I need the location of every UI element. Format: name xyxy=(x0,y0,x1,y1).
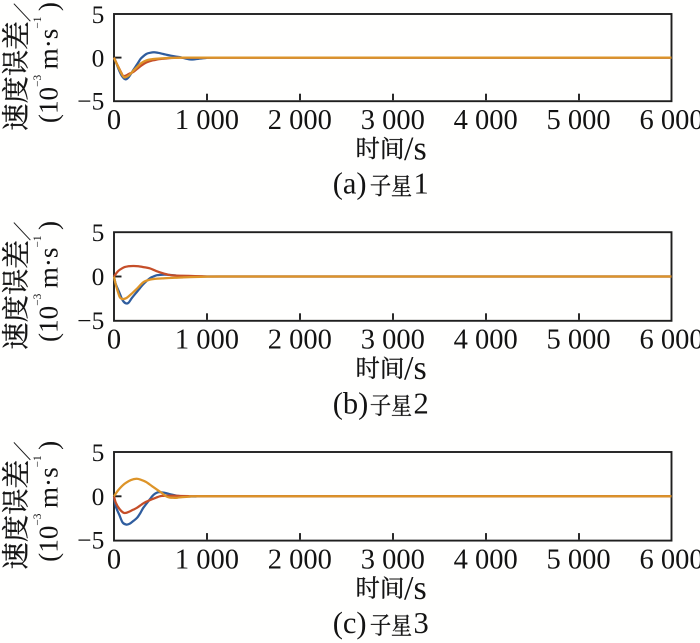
svg-text:(a): (a) xyxy=(333,167,367,201)
svg-text:2: 2 xyxy=(414,386,429,420)
svg-text:/s: /s xyxy=(404,570,427,607)
svg-text:4 000: 4 000 xyxy=(454,325,518,356)
svg-text:(b): (b) xyxy=(333,386,369,420)
svg-text:0: 0 xyxy=(107,325,121,356)
svg-text:(10−3 m·s−1 ): (10−3 m·s−1 ) xyxy=(32,221,64,342)
svg-text:0: 0 xyxy=(92,263,105,291)
svg-text:6 000: 6 000 xyxy=(639,544,700,575)
svg-text:−5: −5 xyxy=(77,87,104,115)
svg-text:3 000: 3 000 xyxy=(361,544,425,575)
svg-text:1 000: 1 000 xyxy=(175,544,239,575)
svg-text:6 000: 6 000 xyxy=(639,325,700,356)
svg-text:1 000: 1 000 xyxy=(175,325,239,356)
svg-text:/s: /s xyxy=(404,130,427,167)
svg-text:5: 5 xyxy=(92,439,105,467)
svg-text:5: 5 xyxy=(92,219,105,247)
svg-text:(c): (c) xyxy=(333,606,367,640)
svg-text:1: 1 xyxy=(414,167,429,201)
svg-text:3: 3 xyxy=(414,606,429,640)
svg-text:5 000: 5 000 xyxy=(547,325,611,356)
svg-text:2 000: 2 000 xyxy=(268,105,332,136)
svg-text:0: 0 xyxy=(92,483,105,511)
svg-text:1 000: 1 000 xyxy=(175,105,239,136)
svg-text:−5: −5 xyxy=(77,307,104,335)
svg-text:0: 0 xyxy=(92,44,105,72)
svg-text:5: 5 xyxy=(92,1,105,29)
svg-text:(10−3 m·s−1 ): (10−3 m·s−1 ) xyxy=(32,2,64,123)
svg-text:2 000: 2 000 xyxy=(268,325,332,356)
svg-text:2 000: 2 000 xyxy=(268,544,332,575)
svg-text:4 000: 4 000 xyxy=(454,544,518,575)
svg-text:0: 0 xyxy=(107,544,121,575)
svg-text:5 000: 5 000 xyxy=(547,105,611,136)
svg-text:5 000: 5 000 xyxy=(547,544,611,575)
svg-text:0: 0 xyxy=(107,105,121,136)
svg-text:4 000: 4 000 xyxy=(454,105,518,136)
svg-text:/s: /s xyxy=(404,350,427,387)
svg-text:−5: −5 xyxy=(77,527,104,555)
svg-text:3 000: 3 000 xyxy=(361,105,425,136)
svg-text:3 000: 3 000 xyxy=(361,325,425,356)
svg-text:6 000: 6 000 xyxy=(639,105,700,136)
